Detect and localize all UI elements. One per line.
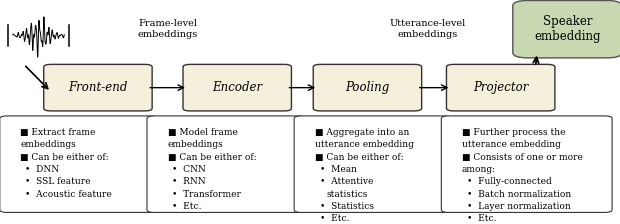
Text: Utterance-level
embeddings: Utterance-level embeddings [390,19,466,39]
Text: •  Transformer: • Transformer [172,190,241,199]
Text: •  SSL feature: • SSL feature [25,177,91,186]
Text: embeddings: embeddings [167,140,223,149]
Text: •  Mean: • Mean [319,165,356,174]
Text: ■ Further process the: ■ Further process the [462,128,565,137]
Text: •  Acoustic feature: • Acoustic feature [25,190,112,199]
Text: Projector: Projector [473,81,528,94]
Text: ■ Aggregate into an: ■ Aggregate into an [315,128,409,137]
FancyBboxPatch shape [147,116,305,212]
Text: •  Attentive: • Attentive [319,177,373,186]
Text: Speaker
embedding: Speaker embedding [534,15,601,43]
Text: •  RNN: • RNN [172,177,206,186]
Text: utterance embedding: utterance embedding [315,140,414,149]
Text: Front-end: Front-end [68,81,128,94]
Text: among:: among: [462,165,496,174]
FancyBboxPatch shape [44,64,152,111]
FancyBboxPatch shape [183,64,291,111]
Text: Frame-level
embeddings: Frame-level embeddings [138,19,198,39]
Text: •  CNN: • CNN [172,165,206,174]
Text: ■ Can be either of:: ■ Can be either of: [20,153,109,162]
Text: embeddings: embeddings [20,140,76,149]
FancyBboxPatch shape [294,116,452,212]
Text: •  Etc.: • Etc. [172,202,202,211]
FancyBboxPatch shape [513,0,620,58]
Text: utterance embedding: utterance embedding [462,140,561,149]
Text: Pooling: Pooling [345,81,389,94]
Text: •  Etc.: • Etc. [467,214,496,223]
FancyBboxPatch shape [0,116,158,212]
FancyBboxPatch shape [446,64,555,111]
Text: ■ Consists of one or more: ■ Consists of one or more [462,153,583,162]
Text: ■ Extract frame: ■ Extract frame [20,128,95,137]
Text: ■ Can be either of:: ■ Can be either of: [167,153,256,162]
FancyBboxPatch shape [441,116,612,212]
Text: •  Batch normalization: • Batch normalization [467,190,571,199]
Text: •  DNN: • DNN [25,165,60,174]
Text: statistics: statistics [327,190,368,199]
Text: ■ Can be either of:: ■ Can be either of: [315,153,404,162]
FancyBboxPatch shape [313,64,422,111]
Text: •  Fully-connected: • Fully-connected [467,177,552,186]
Text: ■ Model frame: ■ Model frame [167,128,237,137]
Text: •  Layer normalization: • Layer normalization [467,202,570,211]
Text: Encoder: Encoder [212,81,262,94]
Text: •  Statistics: • Statistics [319,202,374,211]
Text: •  Etc.: • Etc. [319,214,349,223]
